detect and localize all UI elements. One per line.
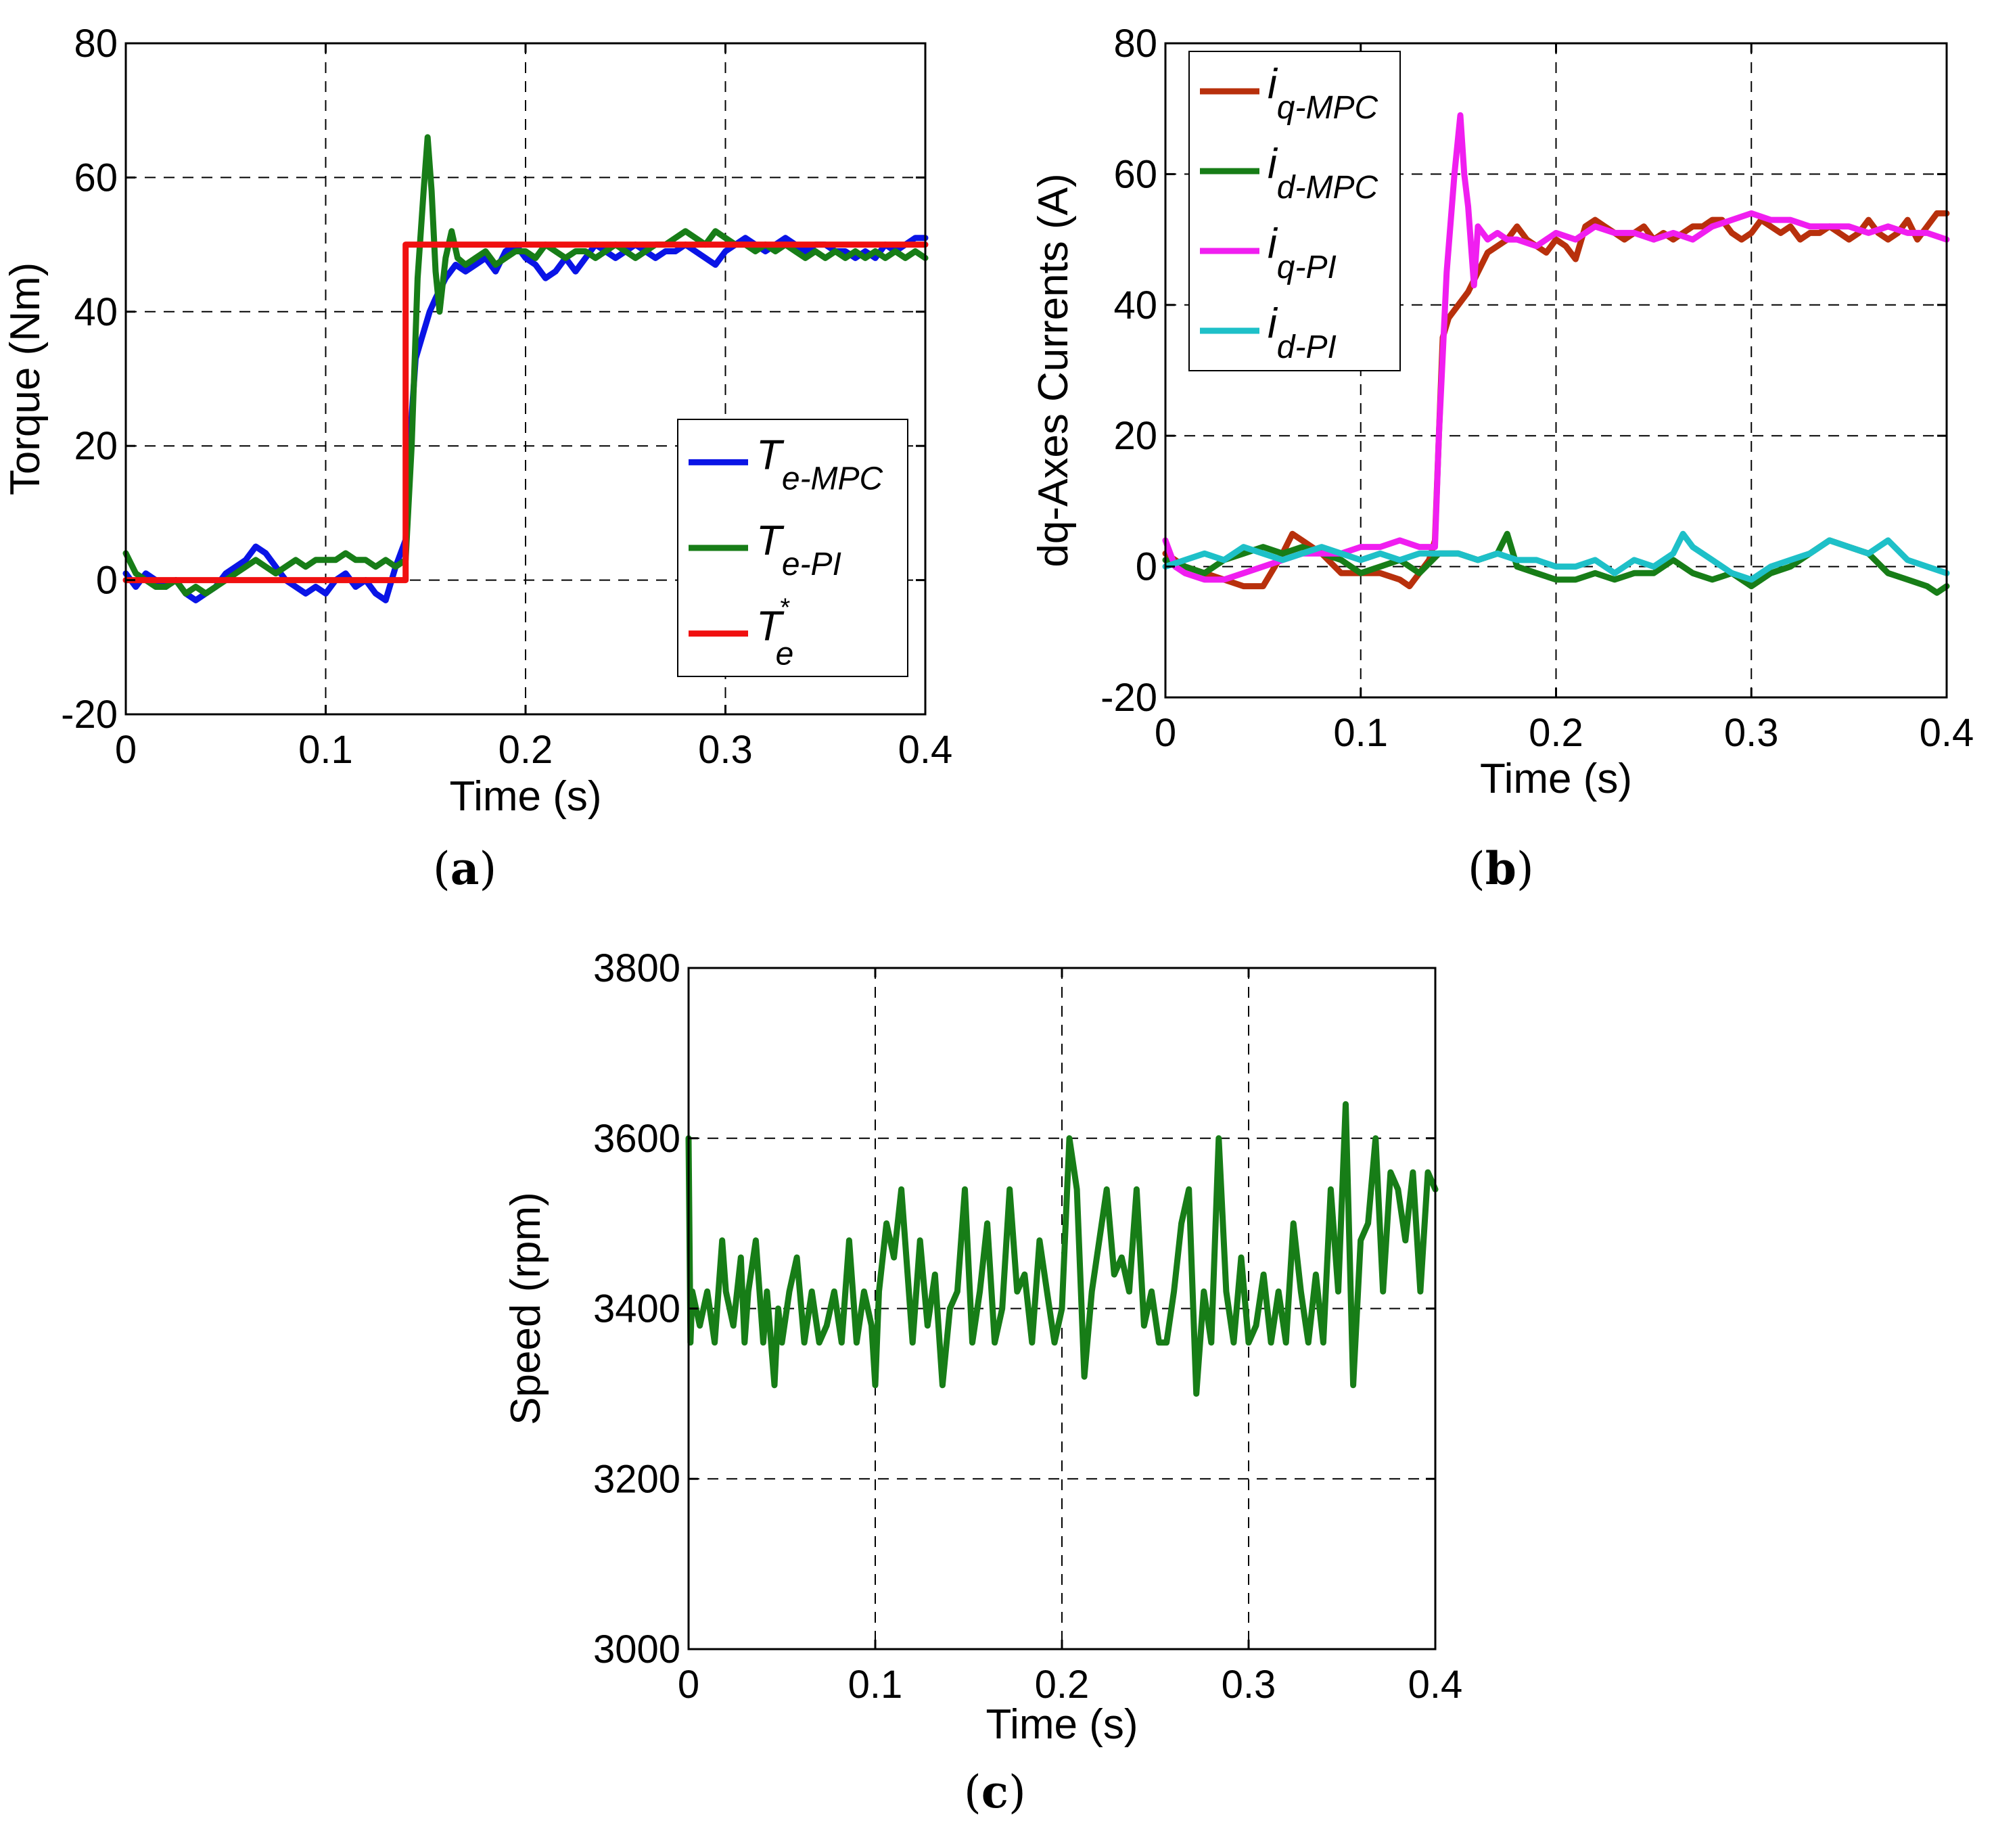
y-tick-label: 20	[1113, 414, 1157, 458]
x-tick-label: 0.3	[1724, 711, 1779, 755]
y-tick-label: 80	[74, 22, 118, 66]
x-tick-label: 0.4	[1408, 1663, 1463, 1707]
x-axis-label: Time (s)	[986, 1701, 1138, 1748]
legend-label: T* e	[756, 594, 793, 672]
y-tick-label: 40	[74, 290, 118, 334]
x-axis-label: Time (s)	[1480, 756, 1632, 802]
caption-a: (a)	[433, 842, 497, 895]
series-line-id-pi	[1162, 530, 1950, 583]
x-tick-label: 0	[678, 1663, 699, 1707]
y-tick-label: 3000	[593, 1627, 680, 1671]
y-tick-label: 3600	[593, 1117, 680, 1161]
x-tick-label: 0.1	[1333, 711, 1388, 755]
x-tick-label: 0.3	[1222, 1663, 1276, 1707]
x-tick-label: 0.3	[698, 728, 753, 772]
y-tick-label: 0	[1136, 545, 1157, 589]
y-axis-label: dq-Axes Currents (A)	[1030, 173, 1077, 567]
panel-c-chart: 0 0.1 0.2 0.3 0.4 3000 3200 3400 3600 3800 Time (s…	[503, 946, 1462, 1748]
legend-label: Te-MPC	[756, 432, 883, 496]
y-tick-label: 3400	[593, 1287, 680, 1331]
y-tick-label: 3200	[593, 1457, 680, 1501]
legend: iq-MPC id-MPC iq-PI id-PI	[1188, 51, 1401, 371]
x-tick-label: 0.1	[848, 1663, 903, 1707]
series-line-te-	[122, 241, 929, 584]
y-tick-label: 20	[74, 424, 118, 468]
y-axis-label: Torque (Nm)	[2, 262, 49, 496]
caption-b: (b)	[1468, 842, 1534, 895]
y-tick-label: 3800	[593, 946, 680, 990]
x-tick-label: 0.1	[298, 728, 353, 772]
legend-label: id-MPC	[1268, 141, 1378, 206]
x-tick-label: 0	[1155, 711, 1176, 755]
x-tick-label: 0.2	[498, 728, 553, 772]
y-tick-label: 60	[1113, 152, 1157, 196]
caption-c: (c)	[964, 1765, 1026, 1818]
y-tick-label: -20	[61, 693, 118, 737]
x-tick-label: 0	[115, 728, 137, 772]
y-tick-label: -20	[1100, 676, 1157, 720]
x-tick-label: 0.4	[1920, 711, 1974, 755]
y-tick-label: 40	[1113, 283, 1157, 327]
y-axis-label: Speed (rpm)	[503, 1192, 549, 1425]
legend-box	[1188, 51, 1401, 371]
series-line-speed	[685, 1101, 1439, 1397]
series-line-te-mpc	[122, 235, 929, 603]
y-tick-label: 0	[96, 559, 118, 603]
x-axis-label: Time (s)	[450, 773, 602, 820]
legend-label: iq-PI	[1268, 221, 1337, 285]
legend: Te-MPC Te-PI T* e	[677, 419, 908, 677]
x-tick-label: 0.2	[1529, 711, 1583, 755]
x-tick-label: 0.2	[1035, 1663, 1090, 1707]
x-tick-label: 0.4	[898, 728, 953, 772]
legend-label: Te-PI	[756, 517, 841, 582]
y-tick-label: 80	[1113, 22, 1157, 66]
legend-label: iq-MPC	[1268, 61, 1378, 126]
y-tick-label: 60	[74, 156, 118, 200]
legend-label: id-PI	[1268, 300, 1337, 365]
